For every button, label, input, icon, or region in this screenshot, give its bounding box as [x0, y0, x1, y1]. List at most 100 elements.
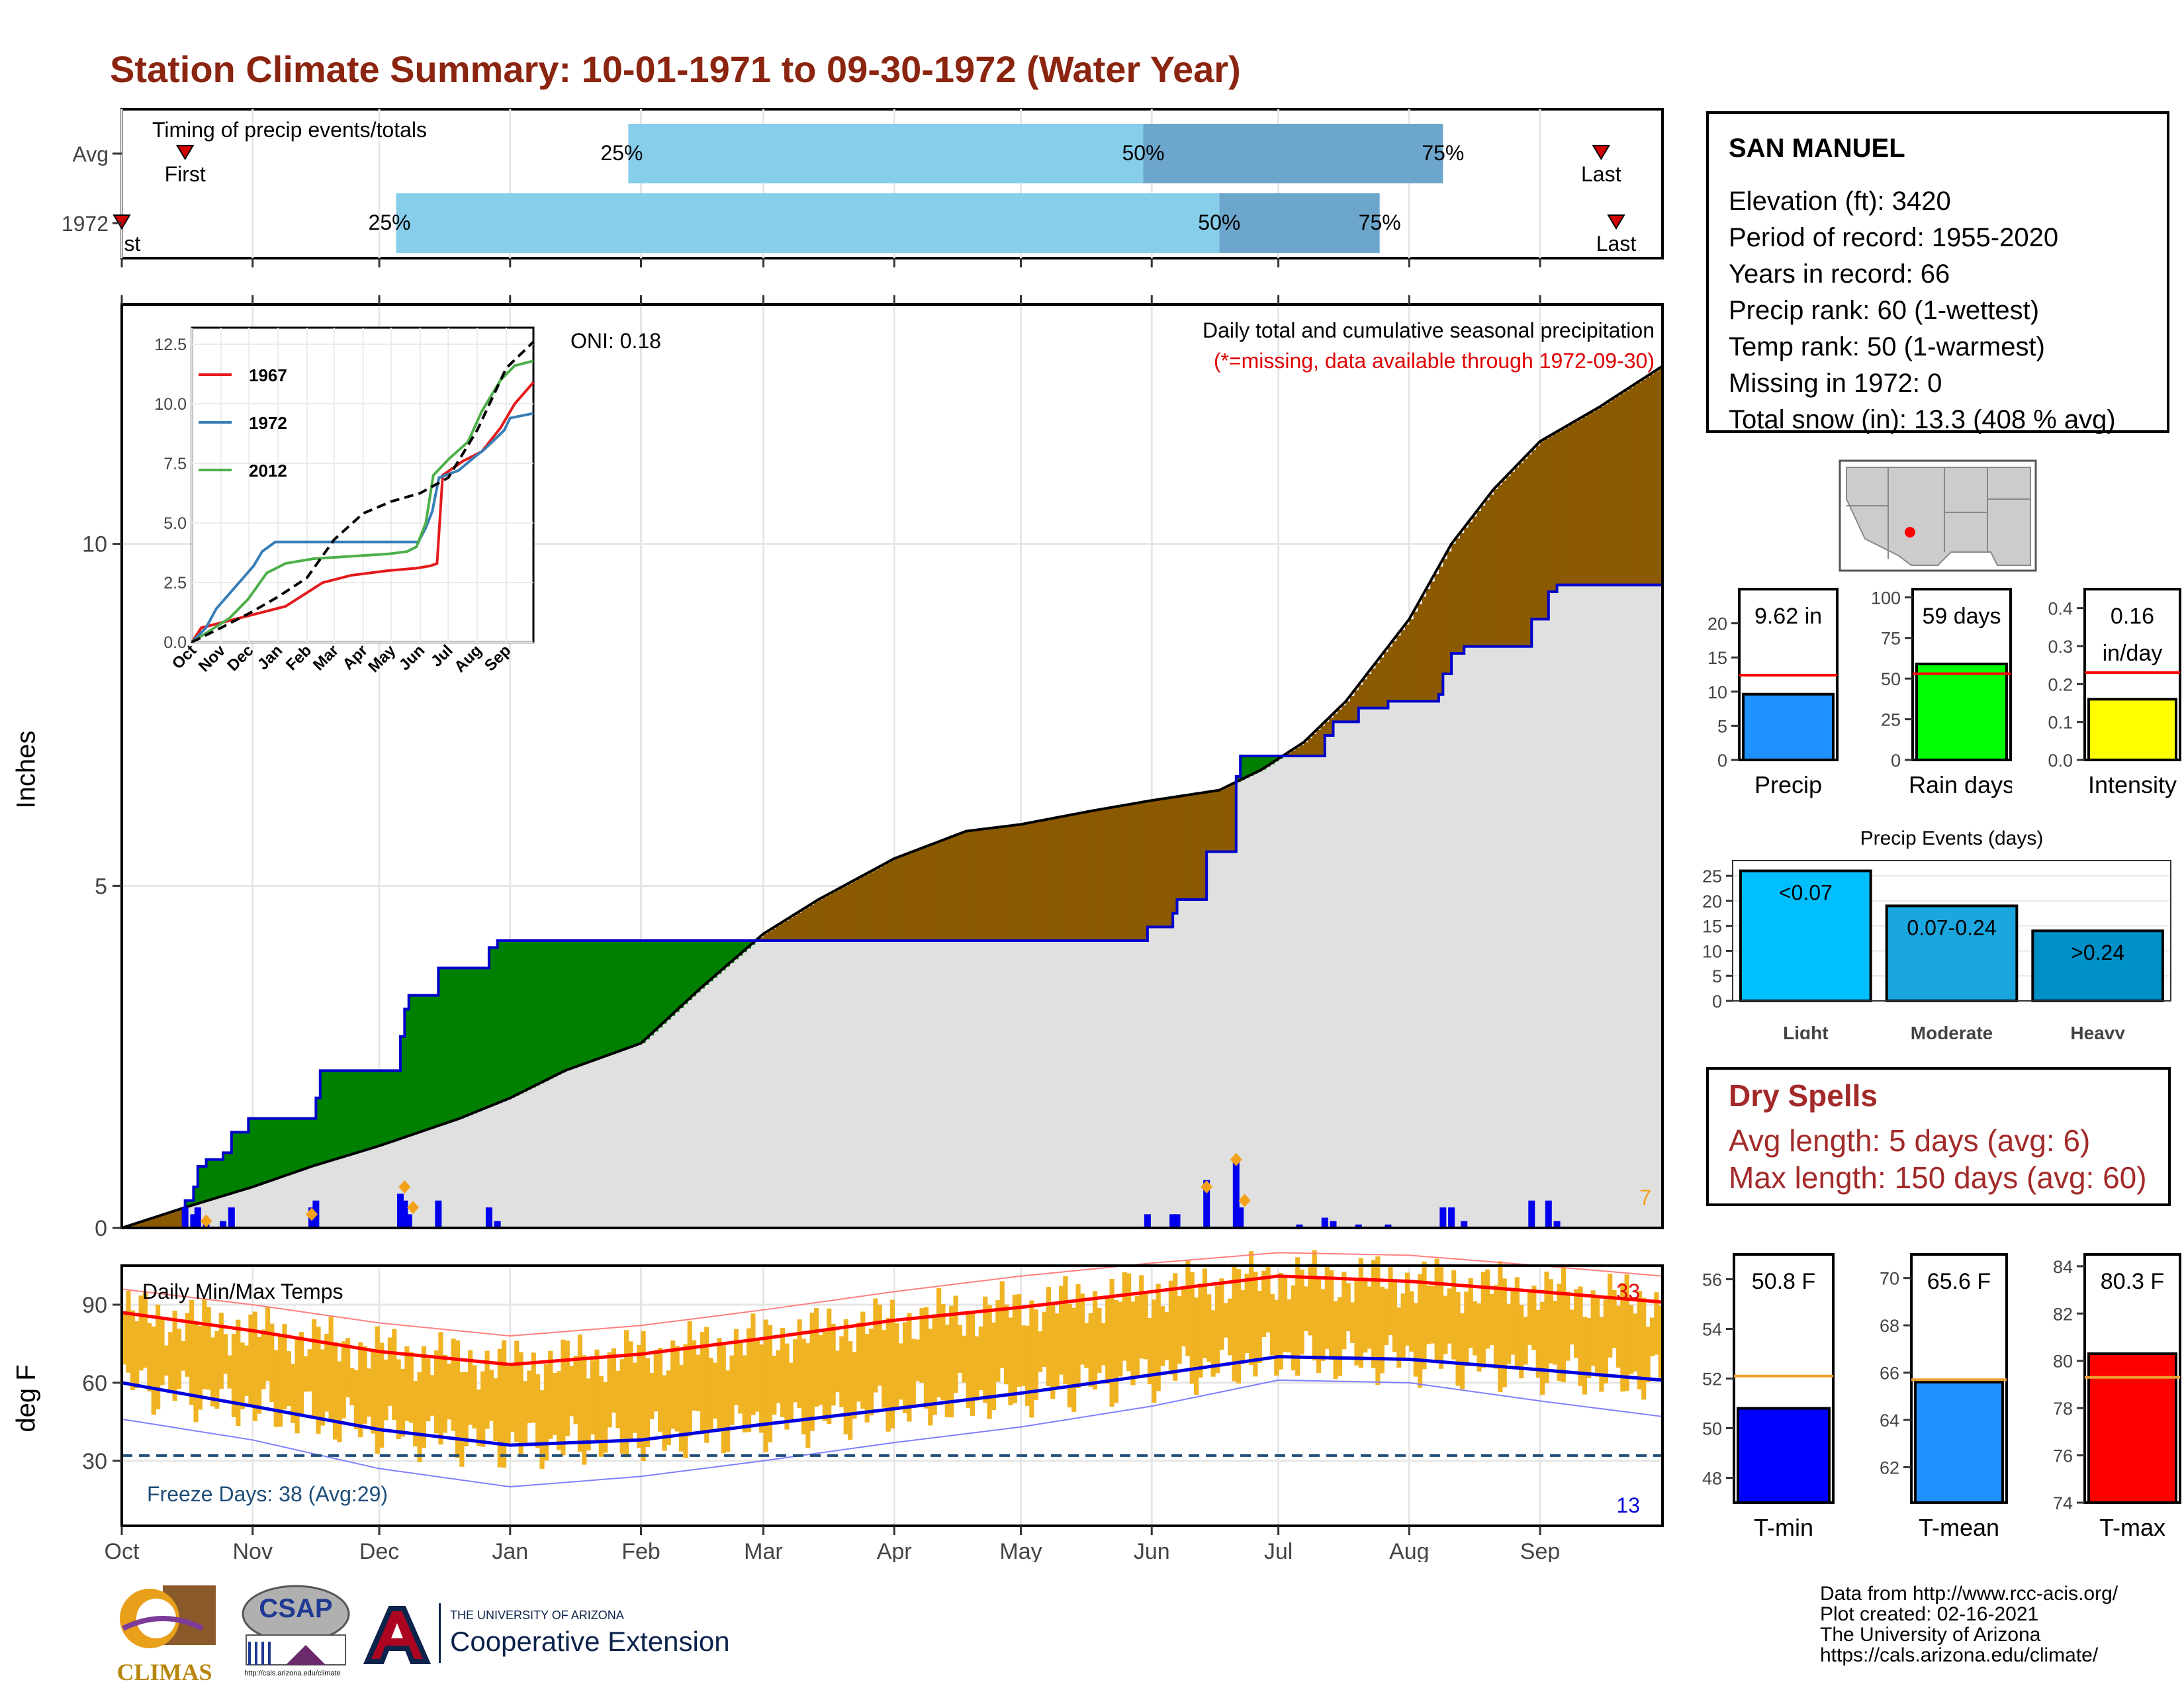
deficit-surplus-bar	[1295, 747, 1300, 756]
cold-days-count: 13	[1616, 1493, 1640, 1517]
daily-temp-range-bar	[506, 1366, 511, 1446]
daily-temp-range-bar	[928, 1329, 933, 1426]
daily-temp-range-bar	[793, 1339, 798, 1403]
events-y-tick-label: 5	[1712, 966, 1722, 986]
dry-spells-title: Dry Spells	[1729, 1078, 1878, 1113]
deficit-surplus-bar	[898, 857, 903, 941]
deficit-surplus-bar	[392, 1070, 397, 1142]
daily-precip-bar	[494, 1221, 501, 1228]
deficit-surplus-bar	[463, 968, 469, 1117]
deficit-surplus-bar	[514, 941, 520, 1096]
daily-temp-range-bar	[1210, 1310, 1216, 1377]
deficit-surplus-bar	[345, 1070, 351, 1156]
daily-temp-range-bar	[1472, 1301, 1478, 1356]
daily-temp-range-bar	[907, 1313, 912, 1422]
daily-temp-range-bar	[404, 1346, 410, 1421]
deficit-surplus-bar	[417, 995, 422, 1133]
page-title: Station Climate Summary: 10-01-1971 to 0…	[110, 48, 1241, 90]
small-y-tick-label: 50	[1702, 1419, 1722, 1439]
daily-temp-range-bar	[1531, 1286, 1537, 1350]
daily-temp-range-bar	[156, 1304, 161, 1409]
deficit-surplus-bar	[193, 1187, 199, 1205]
deficit-surplus-bar	[1388, 646, 1393, 702]
small-y-tick-label: 54	[1702, 1320, 1722, 1340]
deficit-surplus-bar	[1097, 810, 1102, 941]
daily-temp-range-bar	[1109, 1279, 1115, 1407]
daily-temp-range-bar	[375, 1326, 380, 1454]
deficit-surplus-bar	[543, 941, 549, 1082]
footer-plot-created: Plot created: 02-16-2021	[1820, 1603, 2039, 1625]
daily-temp-range-bar	[991, 1322, 997, 1410]
daily-temp-range-bar	[1248, 1251, 1254, 1366]
deficit-surplus-bar	[548, 941, 553, 1080]
daily-temp-range-bar	[1244, 1274, 1250, 1354]
daily-temp-range-bar	[1345, 1283, 1351, 1332]
daily-temp-range-bar	[1633, 1313, 1638, 1372]
daily-temp-range-bar	[1033, 1309, 1038, 1400]
daily-temp-range-bar	[843, 1319, 848, 1434]
deficit-surplus-bar	[531, 941, 536, 1088]
daily-temp-range-bar	[413, 1381, 418, 1447]
daily-temp-range-bar	[717, 1338, 722, 1432]
small-y-tick-label: 62	[1880, 1458, 1899, 1477]
daily-temp-range-bar	[911, 1338, 916, 1405]
deficit-surplus-bar	[1375, 663, 1381, 708]
deficit-surplus-bar	[1400, 630, 1406, 702]
deficit-surplus-bar	[577, 941, 582, 1066]
deficit-surplus-bar	[438, 968, 443, 1126]
precip-chart: 0 5 10 Daily total and cumulative seasonal …	[82, 295, 1664, 1241]
deficit-surplus-bar	[223, 1152, 228, 1196]
small-y-tick-label: 0.3	[2048, 637, 2073, 657]
daily-temp-range-bar	[349, 1368, 355, 1405]
deficit-surplus-bar	[1134, 803, 1140, 941]
deficit-surplus-bar	[1257, 756, 1262, 772]
deficit-surplus-bar	[868, 872, 874, 941]
deficit-surplus-bar	[637, 941, 642, 1045]
deficit-surplus-bar	[236, 1132, 241, 1192]
daily-temp-range-bar	[1422, 1261, 1427, 1370]
deficit-surplus-bar	[662, 941, 667, 1024]
daily-temp-range-bar	[252, 1311, 257, 1421]
deficit-surplus-bar	[962, 833, 967, 941]
daily-temp-range-bar	[1067, 1303, 1072, 1408]
footer-data-source: Data from http://www.rcc-acis.org/	[1820, 1583, 2118, 1605]
csap-cloud-icon	[242, 1585, 350, 1665]
daily-temp-range-bar	[1510, 1288, 1516, 1355]
deficit-surplus-bar	[594, 941, 600, 1060]
daily-temp-range-bar	[696, 1354, 701, 1411]
daily-temp-range-bar	[531, 1352, 536, 1423]
daily-temp-range-bar	[1443, 1295, 1448, 1354]
deficit-surplus-bar	[1316, 729, 1321, 756]
daily-temp-range-bar	[1105, 1295, 1111, 1384]
value-label: 9.62 in	[1754, 604, 1822, 629]
deficit-surplus-bar	[130, 1225, 135, 1228]
deficit-surplus-bar	[159, 1215, 165, 1228]
daily-temp-range-bar	[371, 1352, 376, 1434]
daily-temp-range-bar	[970, 1311, 976, 1416]
daily-temp-range-bar	[223, 1334, 228, 1374]
deficit-surplus-bar	[1164, 798, 1169, 927]
deficit-surplus-bar	[696, 941, 701, 993]
timing-chart: Timing of precip events/totals 25% 50% 75% F…	[62, 108, 1664, 267]
small-y-tick-label: 0.1	[2048, 713, 2073, 733]
daily-temp-range-bar	[341, 1341, 346, 1419]
daily-temp-range-bar	[953, 1295, 958, 1393]
deficit-surplus-bar	[1514, 467, 1520, 647]
daily-temp-range-bar	[835, 1350, 841, 1393]
station-snow: Total snow (in): 13.3 (408 % avg)	[1729, 405, 2116, 434]
daily-temp-range-bar	[683, 1344, 688, 1458]
daily-temp-range-bar	[831, 1323, 836, 1406]
daily-temp-range-bar	[1624, 1274, 1629, 1391]
daily-temp-range-bar	[240, 1342, 245, 1409]
deficit-surplus-bar	[1071, 814, 1077, 941]
daily-temp-range-bar	[535, 1374, 541, 1448]
deficit-surplus-bar	[163, 1214, 169, 1228]
inset-series-1967	[191, 381, 535, 643]
daily-precip-bar	[405, 1214, 412, 1228]
daily-temp-range-bar	[488, 1370, 494, 1421]
deficit-surplus-bar	[206, 1159, 211, 1201]
daily-temp-range-bar	[1519, 1305, 1524, 1379]
deficit-surplus-bar	[666, 941, 671, 1020]
timing-last-marker	[1607, 214, 1625, 230]
events-y-tick-label: 10	[1702, 941, 1722, 961]
